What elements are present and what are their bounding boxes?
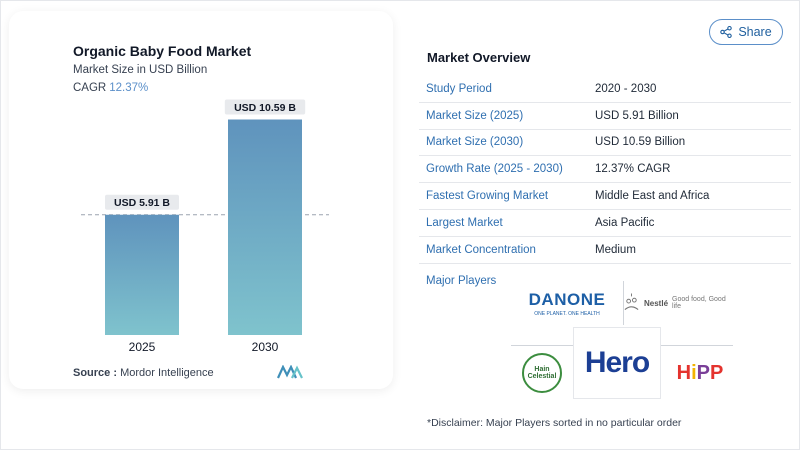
data-label-2030: USD 10.59 B [234,102,296,114]
overview-value: Middle East and Africa [595,190,710,203]
hero-logo: Hero [573,327,661,399]
overview-value: 2020 - 2030 [595,82,657,95]
nestle-nest-icon [624,293,639,311]
major-players-logos: DANONE ONE PLANET. ONE HEALTH Nestlé Goo… [511,281,733,403]
source-line: Source : Mordor Intelligence [73,367,214,379]
x-tick-label-2030: 2030 [252,340,279,354]
hero-name: Hero [584,346,650,379]
hain-line2: Celestial [527,373,557,380]
nestle-tagline: Good food, Good life [672,296,726,310]
overview-table: Study Period 2020 - 2030 Market Size (20… [419,76,791,264]
bar-2025 [105,214,179,335]
share-button[interactable]: Share [709,19,783,45]
overview-value: Asia Pacific [595,216,655,229]
danone-name: DANONE [528,289,606,309]
overview-value: USD 10.59 Billion [595,136,686,149]
overview-row: Market Concentration Medium [419,237,791,264]
data-label-bg-2025 [105,194,179,210]
hipp-name: HiPP [676,361,724,384]
data-label-2025: USD 5.91 B [114,197,170,209]
share-icon [720,26,733,38]
overview-label: Market Concentration [426,243,536,256]
hain-celestial-logo: Hain Celestial [511,345,573,401]
overview-value: 12.37% CAGR [595,163,671,176]
overview-label: Fastest Growing Market [426,190,549,203]
cagr-line: CAGR 12.37% [73,82,148,94]
source-text: Mordor Intelligence [120,367,214,379]
logo-divider [623,281,624,325]
mordor-logo-icon [277,365,303,379]
overview-label: Market Size (2030) [426,136,524,149]
overview-label: Market Size (2025) [426,109,524,122]
bar-chart: USD 5.91 B 2025 USD 10.59 B 2030 [81,99,329,354]
disclaimer-text: *Disclaimer: Major Players sorted in no … [427,417,682,429]
overview-row: Fastest Growing Market Middle East and A… [419,183,791,210]
chart-card [9,11,393,389]
chart-subtitle: Market Size in USD Billion [73,64,208,76]
hain-line1: Hain [534,365,550,373]
data-label-bg-2030 [224,99,306,115]
cagr-value: 12.37% [109,82,149,94]
overview-row: Market Size (2030) USD 10.59 Billion [419,130,791,157]
major-players-label: Major Players [426,275,497,287]
danone-logo: DANONE ONE PLANET. ONE HEALTH [511,281,623,325]
chart-title: Organic Baby Food Market [73,43,252,59]
nestle-logo: Nestlé Good food, Good life [623,281,733,325]
overview-value: Medium [595,243,636,256]
cagr-label: CAGR [73,82,107,94]
overview-label: Largest Market [426,216,503,229]
overview-row: Study Period 2020 - 2030 [419,76,791,103]
x-tick-label-2025: 2025 [129,340,156,354]
overview-row: Largest Market Asia Pacific [419,210,791,237]
hipp-logo: HiPP [667,345,733,401]
overview-label: Growth Rate (2025 - 2030) [426,163,563,176]
overview-row: Market Size (2025) USD 5.91 Billion [419,103,791,130]
overview-title: Market Overview [427,50,531,65]
danone-tagline: ONE PLANET. ONE HEALTH [534,310,600,317]
source-label: Source : [73,367,118,379]
share-label: Share [738,25,772,39]
nestle-name: Nestlé [644,298,669,308]
hain-circle: Hain Celestial [522,353,562,393]
overview-value: USD 5.91 Billion [595,109,679,122]
overview-label: Study Period [426,82,492,95]
bar-2030 [228,119,302,335]
overview-row: Growth Rate (2025 - 2030) 12.37% CAGR [419,156,791,184]
